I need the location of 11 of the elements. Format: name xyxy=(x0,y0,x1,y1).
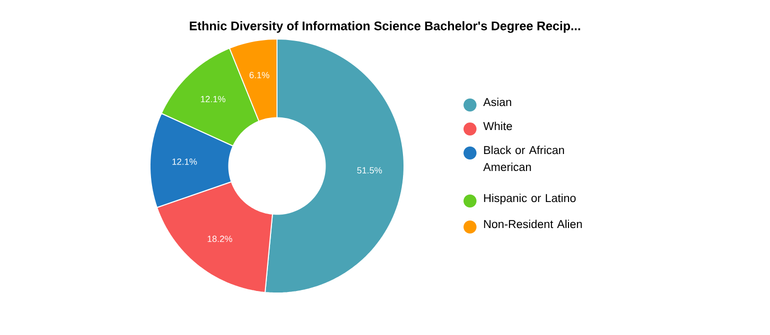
chart-title: Ethnic Diversity of Information Science Bachelor's Degree Recip... xyxy=(190,21,580,33)
data-label: 6.1% xyxy=(250,72,270,78)
data-label: 51.5% xyxy=(357,167,382,174)
legend-label: Non-Resident Alien xyxy=(484,220,582,228)
data-label: 12.1% xyxy=(172,158,197,165)
legend-label: Hispanic or Latino xyxy=(484,194,576,204)
data-label: 18.2% xyxy=(208,236,232,242)
legend-label: Asian xyxy=(483,98,512,106)
legend-label: Black or African American xyxy=(483,146,564,172)
legend-label: White xyxy=(483,122,512,130)
data-label: 12.1% xyxy=(200,96,226,102)
